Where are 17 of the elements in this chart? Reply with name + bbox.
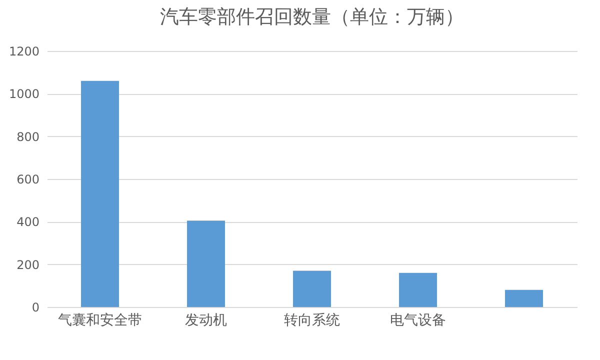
y-tick-label: 600 — [16, 172, 40, 186]
bar — [505, 290, 543, 307]
y-tick-label: 800 — [16, 130, 40, 144]
bar — [81, 80, 119, 307]
chart-title: 汽车零部件召回数量（单位：万辆） — [160, 6, 464, 28]
bar — [293, 270, 331, 307]
y-tick-label: 1200 — [8, 44, 40, 58]
bar — [187, 220, 225, 307]
y-tick-label: 1000 — [8, 87, 40, 102]
x-tick-label: 发动机 — [185, 312, 227, 328]
y-tick-label: 200 — [16, 258, 40, 272]
y-tick-label: 0 — [32, 300, 40, 314]
x-tick-label: 电气设备 — [390, 312, 446, 328]
x-tick-label: 转向系统 — [284, 312, 340, 328]
x-tick-label: 气囊和安全带 — [58, 312, 142, 328]
y-tick-label: 400 — [16, 215, 40, 230]
bar — [399, 272, 437, 307]
